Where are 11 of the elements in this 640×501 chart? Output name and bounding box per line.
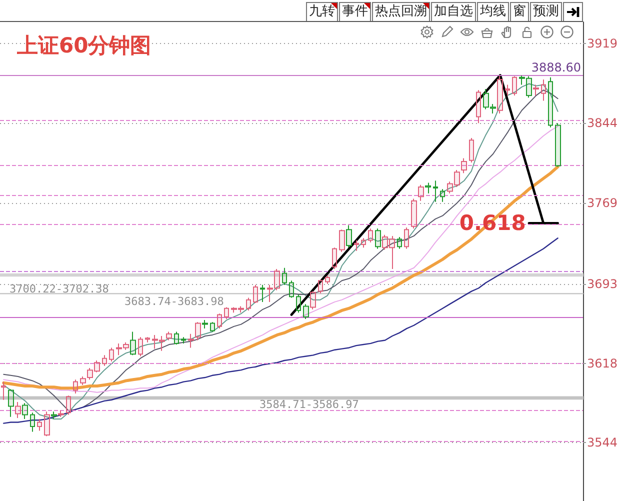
- ref-line-label: 3888.60: [531, 60, 581, 75]
- band-label: 3584.71-3586.97: [260, 398, 359, 412]
- y-tick-label: 3618: [587, 356, 618, 371]
- band-label: 3683.74-3683.98: [124, 294, 224, 308]
- y-tick-label: 3769: [587, 196, 618, 210]
- y-tick-label: 3544: [587, 435, 618, 450]
- y-tick-label: 3844: [587, 116, 618, 130]
- text: 上证60分钟图: [16, 34, 152, 58]
- band-label: 3700.22-3702.38: [10, 282, 109, 296]
- y-tick-label: 3693: [587, 276, 618, 291]
- y-tick-label: 3919: [587, 36, 618, 50]
